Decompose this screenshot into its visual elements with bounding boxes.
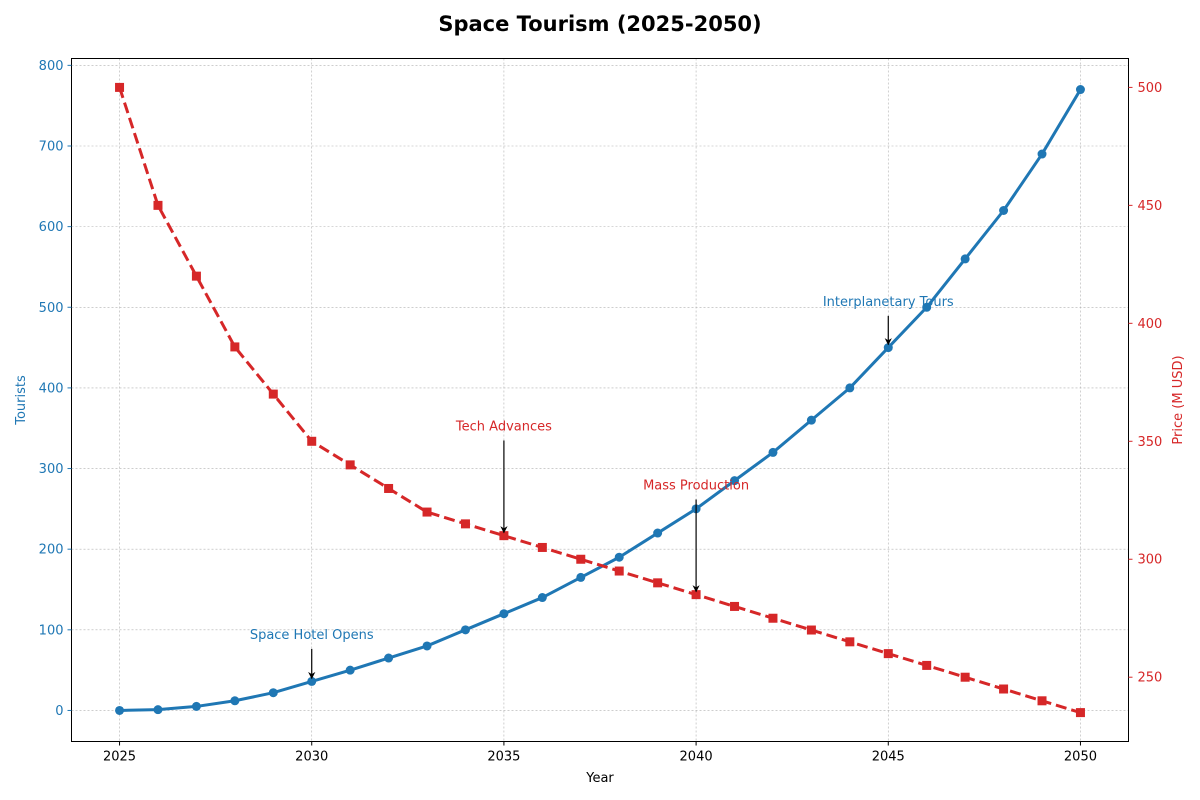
tourists-point bbox=[422, 641, 432, 651]
price-point bbox=[614, 566, 624, 576]
price-point bbox=[883, 649, 893, 659]
x-tick-label: 2030 bbox=[295, 750, 328, 765]
tourists-point bbox=[460, 625, 470, 635]
y-left-tick-label: 200 bbox=[39, 543, 64, 558]
annotation-layer: Space Hotel Opens Tech Advances Mass Produ… bbox=[250, 295, 954, 680]
price-point bbox=[268, 389, 278, 399]
price-point bbox=[422, 507, 432, 517]
price-point bbox=[1037, 696, 1047, 706]
tourists-point bbox=[537, 593, 547, 603]
price-point bbox=[768, 613, 778, 623]
price-point bbox=[960, 672, 970, 682]
tourists-point bbox=[268, 688, 278, 698]
price-point bbox=[191, 271, 201, 281]
tourists-point bbox=[1075, 85, 1085, 95]
price-point bbox=[1075, 708, 1085, 718]
tourists-point bbox=[614, 552, 624, 562]
y-right-tick-label: 350 bbox=[1138, 435, 1163, 450]
price-point bbox=[922, 660, 932, 670]
price-point bbox=[153, 200, 163, 210]
x-tick-label: 2035 bbox=[487, 750, 520, 765]
price-point bbox=[384, 483, 394, 493]
tourists-point bbox=[153, 705, 163, 715]
y-right-tick-label: 500 bbox=[1138, 81, 1163, 96]
y-axis-left-label: Tourists bbox=[14, 375, 29, 426]
price-point bbox=[653, 578, 663, 588]
y-left-tick-label: 500 bbox=[39, 301, 64, 316]
tourists-point bbox=[806, 415, 816, 425]
price-point bbox=[345, 460, 355, 470]
grid bbox=[71, 58, 1129, 742]
annotation-label: Space Hotel Opens bbox=[250, 628, 374, 643]
series-layer bbox=[115, 82, 1085, 718]
price-point bbox=[230, 342, 240, 352]
y-right-tick-label: 400 bbox=[1138, 317, 1163, 332]
price-point bbox=[460, 519, 470, 529]
tourists-point bbox=[345, 665, 355, 675]
tourists-point bbox=[191, 701, 201, 711]
tourists-point bbox=[768, 447, 778, 457]
price-point bbox=[499, 531, 509, 541]
price-point bbox=[576, 554, 586, 564]
y-left-tick-label: 300 bbox=[39, 462, 64, 477]
x-tick-label: 2050 bbox=[1064, 750, 1097, 765]
y-left-tick-label: 700 bbox=[39, 139, 64, 154]
y-left-tick-label: 800 bbox=[39, 59, 64, 74]
tourists-point bbox=[730, 476, 740, 486]
tourists-point bbox=[499, 609, 509, 619]
y-right-tick-label: 300 bbox=[1138, 553, 1163, 568]
price-point bbox=[845, 637, 855, 647]
tourists-point bbox=[230, 696, 240, 706]
x-tick-label: 2040 bbox=[680, 750, 713, 765]
y-left-tick-label: 100 bbox=[39, 623, 64, 638]
y-right-tick-label: 250 bbox=[1138, 671, 1163, 686]
tourists-point bbox=[845, 383, 855, 393]
tourists-point bbox=[1037, 149, 1047, 159]
x-axis-label: Year bbox=[585, 771, 614, 786]
tourists-point bbox=[653, 528, 663, 538]
annotation-label: Interplanetary Tours bbox=[823, 295, 954, 310]
y-left-tick-label: 600 bbox=[39, 220, 64, 235]
price-point bbox=[806, 625, 816, 635]
price-line bbox=[118, 86, 1081, 715]
tourists-point bbox=[384, 653, 394, 663]
tourists-point bbox=[999, 206, 1009, 216]
annotation-label: Mass Production bbox=[643, 478, 749, 493]
tourists-point bbox=[960, 254, 970, 264]
tourists-point bbox=[576, 572, 586, 582]
price-point bbox=[307, 436, 317, 446]
plot-frame bbox=[71, 58, 1129, 742]
y-left-tick-label: 0 bbox=[55, 704, 63, 719]
chart-title: Space Tourism (2025-2050) bbox=[438, 12, 761, 36]
y-axis-right-label: Price (M USD) bbox=[1171, 355, 1186, 444]
tourists-point bbox=[307, 676, 317, 686]
y-right-tick-label: 450 bbox=[1138, 199, 1163, 214]
price-point bbox=[115, 82, 125, 92]
price-point bbox=[691, 590, 701, 600]
tourists-point bbox=[115, 705, 125, 715]
price-point bbox=[730, 601, 740, 611]
x-tick-label: 2045 bbox=[872, 750, 905, 765]
tourists-point bbox=[922, 302, 932, 312]
x-tick-label: 2025 bbox=[103, 750, 136, 765]
tourists-line bbox=[119, 88, 1082, 712]
price-point bbox=[999, 684, 1009, 694]
y-left-tick-label: 400 bbox=[39, 381, 64, 396]
tourists-point bbox=[883, 343, 893, 353]
tourists-series bbox=[115, 85, 1085, 715]
price-series bbox=[115, 82, 1085, 718]
price-point bbox=[537, 542, 547, 552]
annotation-label: Tech Advances bbox=[455, 419, 552, 434]
ticks: 2025 2030 2035 2040 2045 2050 0 100 200 300 400 500… bbox=[39, 59, 1163, 765]
